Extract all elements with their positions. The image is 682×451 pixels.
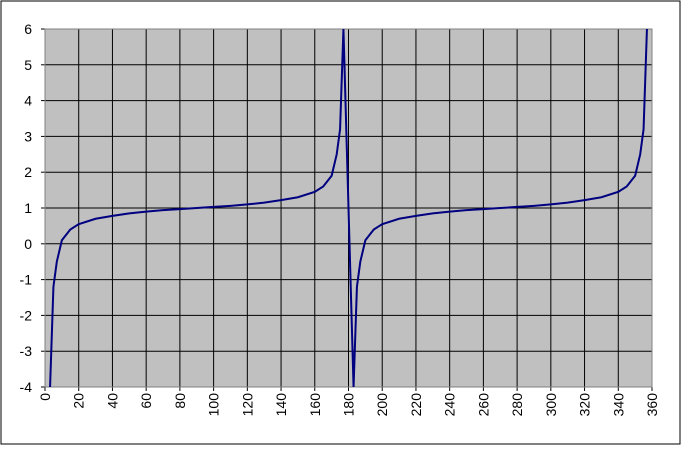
x-tick-label: 300 xyxy=(543,393,559,417)
y-tick-label: 2 xyxy=(24,164,32,180)
x-tick-label: 160 xyxy=(307,393,323,417)
y-tick-label: -1 xyxy=(20,272,33,288)
x-tick-label: 60 xyxy=(138,393,154,409)
y-tick-label: 6 xyxy=(24,21,32,37)
y-tick-label: 1 xyxy=(24,200,32,216)
y-tick-label: 4 xyxy=(24,93,32,109)
plot-border xyxy=(44,28,653,388)
x-tick-label: 220 xyxy=(408,393,424,417)
x-tick-label: 240 xyxy=(442,393,458,417)
x-tick-label: 180 xyxy=(341,393,357,417)
y-tick-label: 3 xyxy=(24,128,32,144)
y-tick-label: -3 xyxy=(20,343,33,359)
y-tick-label: -4 xyxy=(20,379,33,395)
y-tick-label: 5 xyxy=(24,57,32,73)
x-tick-label: 0 xyxy=(37,393,53,401)
x-tick-label: 40 xyxy=(104,393,120,409)
x-tick-label: 320 xyxy=(577,393,593,417)
x-tick-label: 20 xyxy=(71,393,87,409)
x-tick-label: 280 xyxy=(509,393,525,417)
data-line xyxy=(49,29,648,387)
x-tick-label: 340 xyxy=(610,393,626,417)
y-tick-label: 0 xyxy=(24,236,32,252)
y-tick-label: -2 xyxy=(20,307,33,323)
x-tick-label: 80 xyxy=(172,393,188,409)
x-tick-label: 140 xyxy=(273,393,289,417)
x-tick-label: 360 xyxy=(644,393,660,417)
x-tick-label: 100 xyxy=(206,393,222,417)
x-tick-label: 120 xyxy=(239,393,255,417)
x-tick-label: 200 xyxy=(374,393,390,417)
x-tick-label: 260 xyxy=(475,393,491,417)
